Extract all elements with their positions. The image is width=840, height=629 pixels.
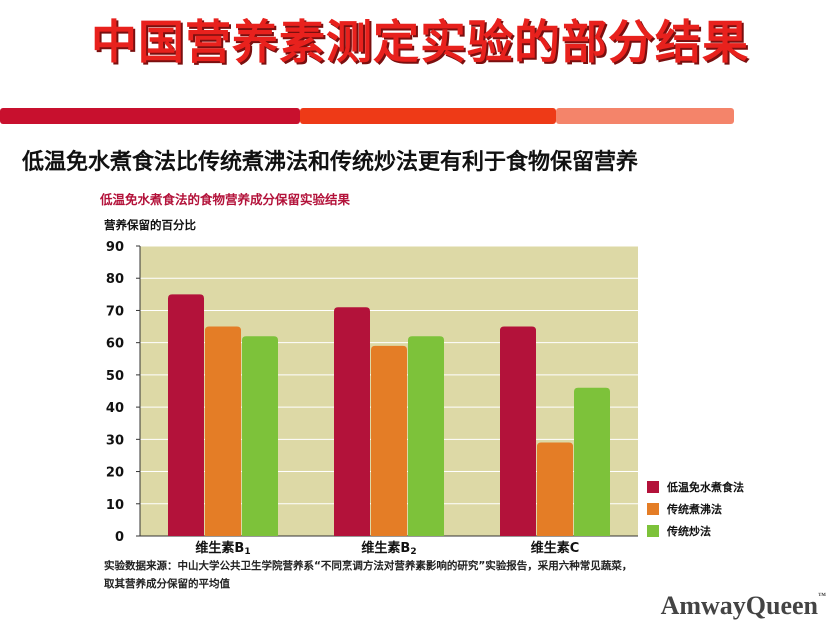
header-band-dark-red <box>0 108 300 124</box>
logo-text: AmwayQueen <box>660 591 818 620</box>
y-tick-label: 80 <box>106 272 124 287</box>
y-tick-label: 90 <box>106 240 124 255</box>
y-tick-label: 60 <box>106 337 124 352</box>
legend-swatch <box>647 503 659 515</box>
bar <box>168 294 204 536</box>
x-tick-label: 维生素B1 <box>195 540 250 557</box>
bar <box>500 326 536 536</box>
source-note: 实验数据来源：中山大学公共卫生学院营养系“不同烹调方法对营养素影响的研究”实验报… <box>104 560 633 590</box>
legend-label: 传统炒法 <box>667 525 711 538</box>
y-tick-label: 50 <box>106 369 124 384</box>
x-tick-label: 维生素C <box>531 540 580 556</box>
legend-label: 低温免水煮食法 <box>667 481 744 494</box>
header-band-salmon <box>556 108 734 124</box>
chart-legend: 低温免水煮食法 传统煮沸法 传统炒法 <box>647 476 744 542</box>
headline: 低温免水煮食法比传统煮沸法和传统炒法更有利于食物保留营养 <box>22 150 639 175</box>
bar <box>205 326 241 536</box>
y-tick-label: 70 <box>106 304 124 319</box>
legend-swatch <box>647 481 659 493</box>
bar <box>537 442 573 536</box>
amway-queen-logo: AmwayQueen™ <box>661 591 826 621</box>
y-tick-label: 10 <box>106 498 124 513</box>
bar <box>371 345 407 536</box>
y-tick-label: 0 <box>115 530 124 545</box>
bar <box>242 336 278 536</box>
y-axis-label: 营养保留的百分比 <box>104 218 196 232</box>
legend-label: 传统煮沸法 <box>667 503 722 516</box>
bar <box>334 307 370 536</box>
y-tick-label: 20 <box>106 466 124 481</box>
y-tick-label: 40 <box>106 401 124 416</box>
header-band-orange-red <box>300 108 556 124</box>
legend-item: 传统炒法 <box>647 520 744 542</box>
legend-item: 传统煮沸法 <box>647 498 744 520</box>
bar <box>574 387 610 536</box>
y-tick-label: 30 <box>106 433 124 448</box>
chart-title: 低温免水煮食法的食物营养成分保留实验结果 <box>100 192 351 207</box>
x-tick-label: 维生素B2 <box>361 540 416 557</box>
legend-swatch <box>647 525 659 537</box>
trademark-mark: ™ <box>818 591 826 600</box>
legend-item: 低温免水煮食法 <box>647 476 744 498</box>
bar <box>408 336 444 536</box>
slide-title: 中国营养素测定实验的部分结果 <box>91 15 749 69</box>
